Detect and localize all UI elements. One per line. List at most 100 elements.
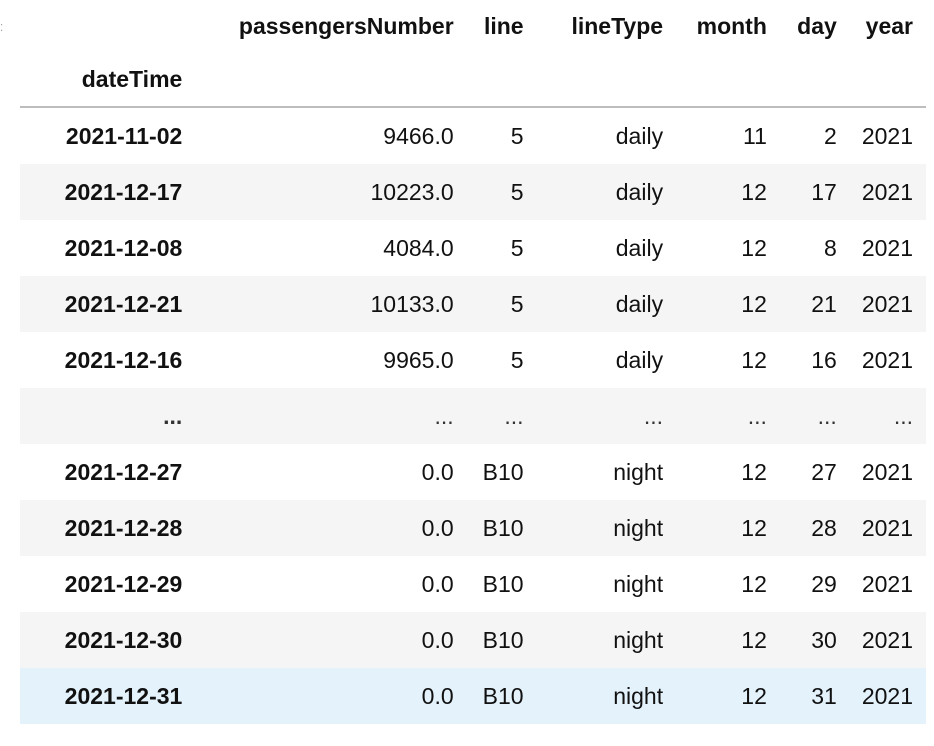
cell-year: 2021 (861, 626, 913, 653)
cell-year: ... (893, 402, 913, 429)
cell-passengersNumber: 10133.0 (370, 290, 454, 317)
row-index-label: 2021-12-29 (64, 570, 183, 597)
row-index-label: 2021-12-30 (64, 626, 183, 653)
cell-lineType: daily (615, 234, 664, 261)
cell-line: B10 (482, 626, 524, 653)
cell-passengersNumber: 4084.0 (383, 234, 454, 261)
cell-lineType: night (613, 458, 664, 485)
cell-year: 2021 (861, 122, 913, 149)
cell-year: 2021 (861, 514, 913, 541)
cell-year: 2021 (861, 178, 913, 205)
cell-month: 12 (741, 290, 767, 317)
cell-year: 2021 (861, 682, 913, 709)
cell-passengersNumber: 0.0 (421, 682, 454, 709)
cell-month: 12 (741, 626, 767, 653)
cell-line: 5 (510, 346, 524, 373)
cell-line: 5 (510, 122, 524, 149)
cell-year: 2021 (861, 458, 913, 485)
row-index-label: 2021-12-28 (64, 514, 183, 541)
table-row: 2021-12-30 0.0 B10 night 12 30 2021 (20, 612, 926, 668)
cell-day: 2 (823, 122, 837, 149)
cell-day: 21 (811, 290, 837, 317)
cell-lineType: ... (643, 402, 664, 429)
cell-month: 12 (741, 570, 767, 597)
cell-line: 5 (510, 290, 524, 317)
index-name-header: dateTime (20, 52, 196, 108)
cell-line: 5 (510, 234, 524, 261)
cell-passengersNumber: 0.0 (421, 458, 454, 485)
cell-passengersNumber: 10223.0 (370, 178, 454, 205)
column-header-month: month (696, 12, 767, 39)
cell-passengersNumber: 0.0 (421, 514, 454, 541)
cell-day: 28 (811, 514, 837, 541)
cell-line: B10 (482, 514, 524, 541)
table-row: 2021-12-17 10223.0 5 daily 12 17 2021 (20, 164, 926, 220)
row-index-label: 2021-12-17 (64, 178, 183, 205)
cell-month: 12 (741, 682, 767, 709)
cell-day: ... (817, 402, 837, 429)
cell-year: 2021 (861, 290, 913, 317)
cell-line: B10 (482, 458, 524, 485)
cell-passengersNumber: 9466.0 (383, 122, 454, 149)
cell-passengersNumber: ... (434, 402, 454, 429)
table-row: 2021-12-31 0.0 B10 night 12 31 2021 (20, 668, 926, 724)
cell-passengersNumber: 9965.0 (383, 346, 454, 373)
row-index-label: 2021-12-31 (64, 682, 183, 709)
cell-day: 31 (811, 682, 837, 709)
row-index-label: 2021-11-02 (65, 122, 183, 149)
cell-passengersNumber: 0.0 (421, 570, 454, 597)
row-index-label: 2021-12-16 (64, 346, 183, 373)
cell-month: 11 (743, 122, 767, 149)
table-row: 2021-12-08 4084.0 5 daily 12 8 2021 (20, 220, 926, 276)
cell-line: B10 (482, 570, 524, 597)
cell-day: 16 (811, 346, 837, 373)
table-row: 2021-12-28 0.0 B10 night 12 28 2021 (20, 500, 926, 556)
cell-day: 29 (811, 570, 837, 597)
cell-lineType: daily (615, 290, 664, 317)
cell-lineType: daily (615, 346, 664, 373)
cell-lineType: daily (615, 122, 664, 149)
ellipsis-row: ..................... (20, 388, 926, 444)
cell-line: ... (504, 402, 524, 429)
cell-passengersNumber: 0.0 (421, 626, 454, 653)
row-index-label: 2021-12-08 (64, 234, 183, 261)
cell-lineType: daily (615, 178, 664, 205)
column-header-passengersNumber: passengersNumber (238, 12, 454, 39)
cell-month: 12 (741, 178, 767, 205)
cell-month: 12 (741, 234, 767, 261)
cell-day: 30 (811, 626, 837, 653)
cell-month: 12 (741, 346, 767, 373)
cell-year: 2021 (861, 570, 913, 597)
column-header-row: passengersNumber line lineType month day… (20, 0, 926, 52)
cell-lineType: night (613, 514, 664, 541)
column-header-day: day (797, 12, 837, 39)
cell-line: 5 (510, 178, 524, 205)
row-index-label: 2021-12-27 (64, 458, 183, 485)
column-header-lineType: lineType (571, 12, 664, 39)
cell-year: 2021 (861, 346, 913, 373)
cell-month: 12 (741, 514, 767, 541)
dataframe-table: passengersNumber line lineType month day… (20, 0, 926, 724)
row-index-label: ... (163, 402, 183, 429)
cell-lineType: night (613, 682, 664, 709)
table-body: 2021-11-02 9466.0 5 daily 11 2 2021 2021-12-17 1… (20, 107, 926, 724)
cell-year: 2021 (861, 234, 913, 261)
table-row: 2021-11-02 9466.0 5 daily 11 2 2021 (20, 107, 926, 164)
cell-day: 27 (811, 458, 837, 485)
table-row: 2021-12-29 0.0 B10 night 12 29 2021 (20, 556, 926, 612)
cell-gutter-marker: ⁚ (0, 23, 4, 34)
table-header: passengersNumber line lineType month day… (20, 0, 926, 108)
cell-lineType: night (613, 570, 664, 597)
cell-lineType: night (613, 626, 664, 653)
cell-day: 17 (811, 178, 837, 205)
index-header-spacer (20, 0, 195, 52)
row-index-label: 2021-12-21 (64, 290, 183, 317)
cell-day: 8 (823, 234, 837, 261)
table-row: 2021-12-16 9965.0 5 daily 12 16 2021 (20, 332, 926, 388)
table-row: 2021-12-27 0.0 B10 night 12 27 2021 (20, 444, 926, 500)
index-name-row: dateTime (20, 52, 926, 108)
cell-month: 12 (741, 458, 767, 485)
column-header-line: line (483, 12, 524, 39)
cell-month: ... (747, 402, 767, 429)
cell-line: B10 (482, 682, 524, 709)
